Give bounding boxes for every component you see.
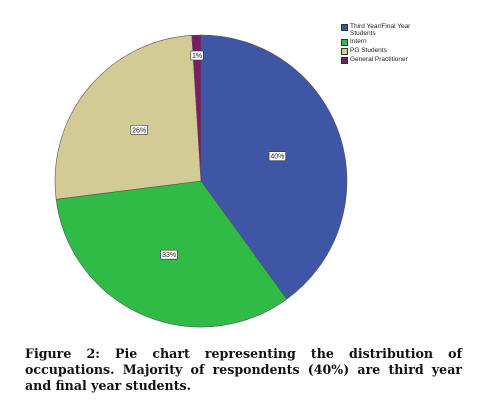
slice-label-box	[160, 249, 178, 260]
slice-label-text: 40%	[270, 154, 284, 161]
pie-chart: 40% 33% 26% 1%	[54, 34, 348, 328]
legend-item: General Practitioner	[341, 56, 481, 64]
pie-slice	[200, 34, 348, 300]
pie-data-labels: 40% 33% 26% 1%	[130, 50, 286, 260]
figure-caption: Figure 2: Pie chart representing the dis…	[25, 346, 462, 393]
slice-label-box	[190, 50, 204, 61]
legend-item: Third Year/Final Year Students	[341, 23, 481, 37]
legend-label: Third Year/Final Year Students	[350, 23, 411, 37]
pie-slice	[191, 34, 202, 182]
slice-data-label: 40%	[268, 151, 286, 161]
chart-legend: Third Year/Final Year Students Intern PG…	[341, 23, 481, 65]
legend-swatch	[341, 24, 348, 31]
legend-label: PG Students	[350, 47, 387, 54]
slice-label-text: 33%	[162, 252, 176, 259]
slice-data-label: 1%	[190, 50, 204, 61]
slice-label-box	[130, 125, 148, 135]
legend-item: Intern	[341, 38, 481, 46]
legend-label: Intern	[350, 38, 367, 45]
legend-item: PG Students	[341, 47, 481, 55]
pie-slices	[54, 34, 348, 328]
legend-label: General Practitioner	[350, 56, 408, 63]
legend-swatch	[341, 48, 348, 55]
legend-swatch	[341, 39, 348, 46]
slice-label-text: 1%	[192, 53, 202, 60]
slice-label-text: 26%	[132, 127, 146, 134]
slice-data-label: 33%	[160, 249, 178, 260]
pie-slice	[54, 34, 202, 200]
slice-label-box	[268, 151, 286, 161]
slice-data-label: 26%	[130, 125, 148, 135]
legend-swatch	[341, 57, 348, 64]
